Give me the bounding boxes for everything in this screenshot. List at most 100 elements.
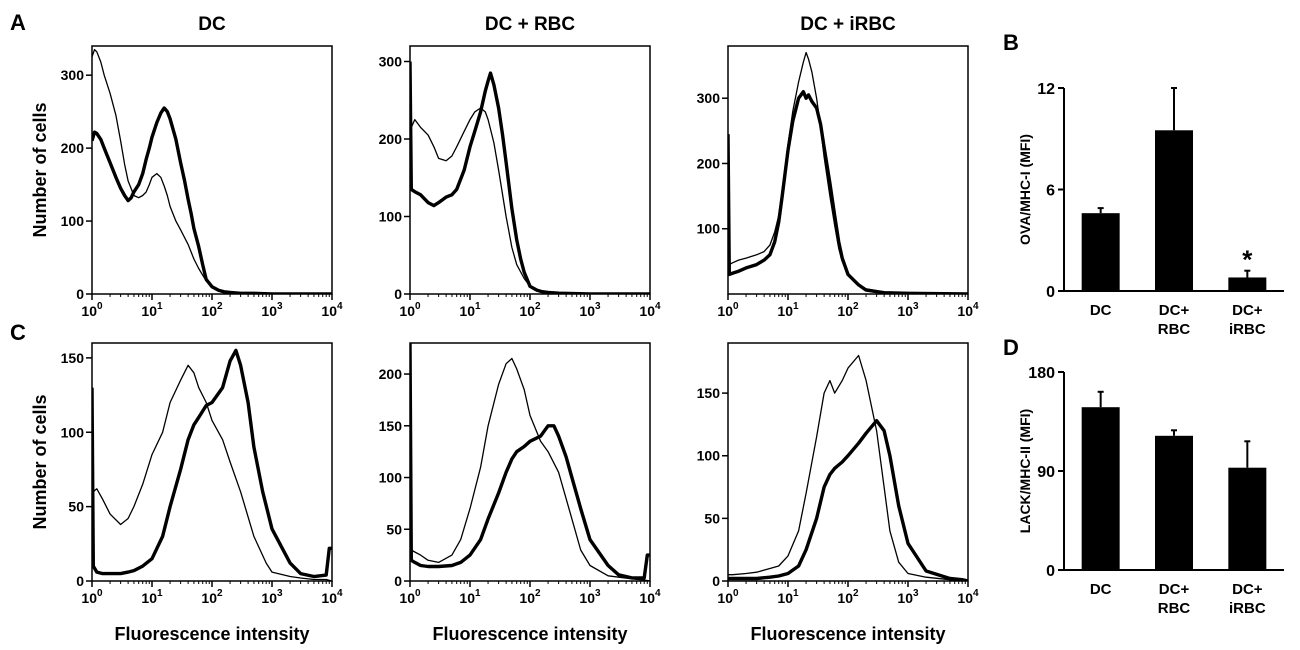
y-axis-label: Number of cells bbox=[30, 102, 50, 237]
x-tick-label: 100 bbox=[399, 588, 421, 606]
x-tick-label: 101 bbox=[141, 588, 163, 606]
y-tick-label: 150 bbox=[697, 385, 721, 401]
plot-frame bbox=[409, 45, 651, 295]
x-tick-label: 104 bbox=[957, 301, 979, 319]
x-tick-label: 103 bbox=[579, 588, 601, 606]
panel-letter-b: B bbox=[1003, 30, 1019, 55]
y-tick-label: 100 bbox=[379, 209, 403, 225]
y-tick-label: 50 bbox=[386, 521, 402, 537]
x-tick-label: 101 bbox=[141, 301, 163, 319]
histogram-series-thin bbox=[92, 364, 332, 581]
x-tick-label: 103 bbox=[261, 301, 283, 319]
y-tick-label: 6 bbox=[1046, 183, 1055, 200]
x-tick-label: 102 bbox=[837, 301, 859, 319]
histogram-c-rbc: 100 101 102 103 104 0 50 100 150 200 Fluorescence … bbox=[379, 342, 661, 644]
y-axis-label: LACK/MHC-II (MFI) bbox=[1017, 409, 1033, 533]
bar bbox=[1081, 407, 1120, 570]
y-axis-label: OVA/MHC-I (MFI) bbox=[1017, 134, 1033, 245]
histogram-series-thin bbox=[728, 51, 968, 294]
y-tick-label: 100 bbox=[697, 448, 721, 464]
histogram-series-thick bbox=[728, 89, 968, 294]
x-tick-label: 103 bbox=[897, 588, 919, 606]
panel-letter-d: D bbox=[1003, 335, 1019, 360]
category-label: DC bbox=[1090, 581, 1112, 598]
category-label: DC+ iRBC bbox=[1229, 302, 1266, 338]
column-title: DC bbox=[198, 14, 226, 35]
histogram-series-thick bbox=[410, 61, 650, 294]
x-axis-label: Fluorescence intensity bbox=[114, 624, 309, 644]
column-title: DC + iRBC bbox=[800, 14, 896, 35]
y-tick-label: 12 bbox=[1037, 81, 1055, 98]
y-tick-label: 0 bbox=[1046, 284, 1055, 301]
histogram-c-irbc: 100 101 102 103 104 0 50 100 150 Fluorescence int… bbox=[697, 342, 979, 644]
panel-letter-a: A bbox=[10, 10, 26, 35]
histogram-series-thin bbox=[728, 354, 968, 581]
x-tick-label: 104 bbox=[321, 301, 343, 319]
plot-frame bbox=[409, 342, 651, 582]
x-tick-label: 100 bbox=[399, 301, 421, 319]
y-axis-label: Number of cells bbox=[30, 394, 50, 529]
x-tick-label: 101 bbox=[777, 301, 799, 319]
x-tick-label: 100 bbox=[81, 588, 103, 606]
y-tick-label: 100 bbox=[697, 221, 721, 237]
y-tick-label: 0 bbox=[76, 573, 84, 589]
y-tick-label: 200 bbox=[379, 366, 403, 382]
y-tick-label: 180 bbox=[1028, 365, 1055, 382]
x-axis-label: Fluorescence intensity bbox=[432, 624, 627, 644]
y-tick-label: 0 bbox=[712, 573, 720, 589]
x-tick-label: 101 bbox=[459, 301, 481, 319]
bar bbox=[1228, 277, 1267, 291]
y-tick-label: 100 bbox=[379, 470, 403, 486]
y-tick-label: 0 bbox=[394, 573, 402, 589]
histogram-series-thin bbox=[92, 48, 332, 294]
column-title: DC + RBC bbox=[485, 14, 576, 35]
bar bbox=[1155, 130, 1193, 291]
x-tick-label: 102 bbox=[519, 588, 541, 606]
histogram-series-thick bbox=[92, 106, 332, 294]
category-label: DC bbox=[1090, 302, 1112, 319]
y-tick-label: 200 bbox=[61, 140, 85, 156]
y-tick-label: 150 bbox=[379, 418, 403, 434]
x-tick-label: 104 bbox=[957, 588, 979, 606]
y-tick-label: 300 bbox=[379, 54, 403, 70]
y-tick-label: 100 bbox=[61, 213, 85, 229]
y-tick-label: 0 bbox=[1046, 563, 1055, 580]
histogram-c-dc: 100 101 102 103 104 0 50 100 150 Number of cells F… bbox=[30, 342, 343, 644]
y-tick-label: 90 bbox=[1037, 464, 1055, 481]
panel-letter-c: C bbox=[10, 320, 26, 345]
histogram-series-thick bbox=[728, 419, 968, 581]
histogram-a-irbc: DC + iRBC 100 101 102 103 104 100 200 300 bbox=[697, 14, 979, 319]
bar bbox=[1228, 467, 1267, 570]
histogram-series-thin bbox=[410, 61, 650, 294]
category-label: DC+ iRBC bbox=[1229, 581, 1266, 617]
y-tick-label: 50 bbox=[68, 499, 84, 515]
histogram-series-thick bbox=[92, 348, 332, 579]
y-tick-label: 100 bbox=[61, 424, 85, 440]
plot-frame bbox=[91, 45, 333, 295]
bar bbox=[1081, 213, 1120, 291]
category-label: DC+ RBC bbox=[1158, 302, 1191, 338]
y-tick-label: 200 bbox=[379, 131, 403, 147]
x-tick-label: 103 bbox=[897, 301, 919, 319]
x-tick-label: 104 bbox=[321, 588, 343, 606]
histogram-series-thin bbox=[410, 342, 650, 581]
x-tick-label: 101 bbox=[459, 588, 481, 606]
plot-frame bbox=[727, 45, 969, 295]
plot-frame bbox=[91, 342, 333, 582]
x-tick-label: 102 bbox=[201, 301, 223, 319]
x-tick-label: 102 bbox=[519, 301, 541, 319]
y-tick-label: 300 bbox=[697, 90, 721, 106]
bar-chart-b: 0 6 12 OVA/MHC-I (MFI) DC DC+ RBC DC+ iRBC * bbox=[1017, 81, 1284, 338]
x-tick-label: 104 bbox=[639, 301, 661, 319]
y-tick-label: 300 bbox=[61, 67, 85, 83]
plot-frame bbox=[727, 342, 969, 582]
x-tick-label: 101 bbox=[777, 588, 799, 606]
x-tick-label: 102 bbox=[201, 588, 223, 606]
x-tick-label: 103 bbox=[579, 301, 601, 319]
x-tick-label: 104 bbox=[639, 588, 661, 606]
x-axis-label: Fluorescence intensity bbox=[750, 624, 945, 644]
x-tick-label: 100 bbox=[717, 301, 739, 319]
